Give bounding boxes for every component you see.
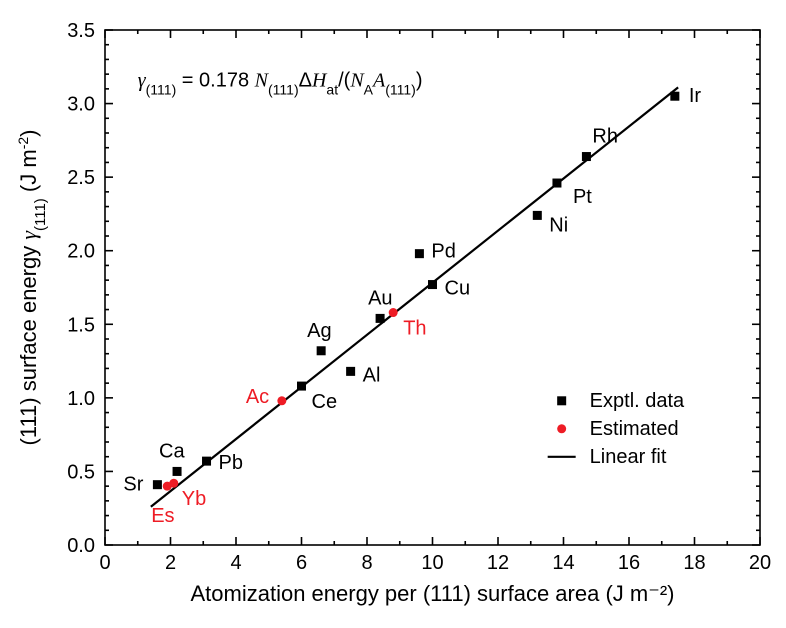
point-label: Es <box>151 505 174 527</box>
point-label: Pt <box>573 186 592 208</box>
point-label: Ir <box>689 85 702 107</box>
legend-marker-exptl <box>557 396 566 405</box>
point-label: Al <box>363 364 381 386</box>
point-label: Au <box>368 287 392 309</box>
point-label: Ce <box>312 391 338 413</box>
data-point-exptl <box>376 314 385 323</box>
x-tick-label: 14 <box>552 552 574 574</box>
data-point-exptl <box>173 467 182 476</box>
x-tick-label: 12 <box>487 552 509 574</box>
x-tick-label: 2 <box>165 552 176 574</box>
point-label: Sr <box>123 474 143 496</box>
y-tick-label: 2.0 <box>67 241 95 263</box>
point-label: Rh <box>592 126 618 148</box>
y-tick-label: 1.5 <box>67 314 95 336</box>
data-point-exptl <box>202 457 211 466</box>
legend-label-exptl: Exptl. data <box>590 390 685 412</box>
data-point-estimated <box>169 479 178 488</box>
data-point-exptl <box>670 92 679 101</box>
legend-marker-estimated <box>557 424 566 433</box>
point-label: Cu <box>445 278 471 300</box>
legend-label-fit: Linear fit <box>590 446 667 468</box>
x-tick-label: 16 <box>618 552 640 574</box>
data-point-exptl <box>317 346 326 355</box>
point-label: Pb <box>219 452 243 474</box>
data-point-exptl <box>415 249 424 258</box>
point-label: Ni <box>549 214 568 236</box>
data-point-estimated <box>277 396 286 405</box>
y-tick-label: 0.5 <box>67 461 95 483</box>
data-point-exptl <box>346 367 355 376</box>
x-axis-label: Atomization energy per (111) surface are… <box>191 581 675 606</box>
x-tick-label: 8 <box>361 552 372 574</box>
surface-energy-scatter-chart: 0 2 4 6 8 10 12 14 16 18 20 0.0 0.5 1.0 1.5 2.0 2.5 3.0 3.… <box>0 0 786 628</box>
x-tick-label: 20 <box>749 552 771 574</box>
x-tick-label: 18 <box>683 552 705 574</box>
x-tick-label: 10 <box>421 552 443 574</box>
data-point-exptl <box>582 152 591 161</box>
y-tick-label: 1.0 <box>67 388 95 410</box>
point-label: Ag <box>307 320 331 342</box>
y-tick-label: 2.5 <box>67 167 95 189</box>
data-point-estimated <box>389 308 398 317</box>
x-tick-label: 4 <box>230 552 241 574</box>
legend-label-estimated: Estimated <box>590 418 679 440</box>
point-label: Ca <box>159 440 185 462</box>
x-tick-label: 0 <box>99 552 110 574</box>
data-point-exptl <box>533 211 542 220</box>
point-label: Th <box>403 318 426 340</box>
data-point-exptl <box>552 179 561 188</box>
y-tick-label: 0.0 <box>67 535 95 557</box>
x-tick-label: 6 <box>296 552 307 574</box>
point-label: Ac <box>246 386 269 408</box>
data-point-exptl <box>297 382 306 391</box>
point-label: Yb <box>182 488 206 510</box>
point-label: Pd <box>431 241 455 263</box>
data-point-exptl <box>428 280 437 289</box>
data-point-exptl <box>153 480 162 489</box>
y-tick-label: 3.0 <box>67 94 95 116</box>
y-tick-label: 3.5 <box>67 20 95 42</box>
chart-svg: 0 2 4 6 8 10 12 14 16 18 20 0.0 0.5 1.0 1.5 2.0 2.5 3.0 3.… <box>0 0 786 628</box>
